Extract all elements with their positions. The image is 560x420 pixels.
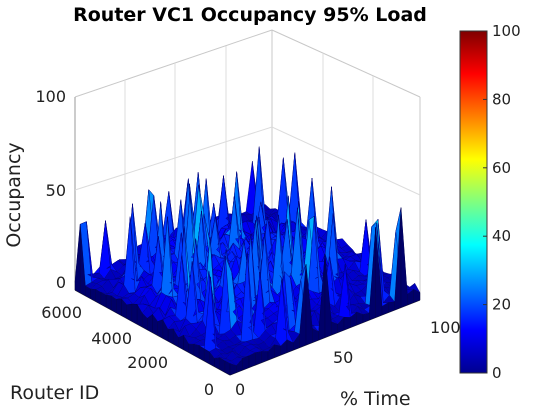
colorbar-tick-label: 0 (492, 364, 502, 382)
surface-edge (388, 302, 394, 313)
z-tick-label: 50 (46, 181, 66, 200)
y-tick-label: 6000 (41, 303, 82, 322)
surface-edge (344, 317, 350, 330)
x-tick-label: 50 (333, 348, 353, 367)
x-axis-label: % Time (340, 388, 411, 410)
surface-edge (158, 320, 163, 338)
y-tick-label: 2000 (127, 353, 168, 372)
surface-edge (132, 304, 137, 324)
surface-edge (363, 313, 369, 322)
surface-edge (127, 304, 132, 321)
surface-edge (189, 344, 194, 355)
y-tick-label: 0 (204, 380, 214, 399)
surface-edge (401, 208, 407, 308)
surface-edge (331, 322, 337, 335)
z-tick-label: 0 (56, 273, 66, 292)
colorbar-tick-label: 20 (492, 296, 511, 314)
z-tick-label: 100 (35, 87, 66, 106)
colorbar-tick-label: 40 (492, 227, 511, 245)
surface-edge (116, 299, 121, 316)
colorbar: 0 20 40 60 80 100 (460, 22, 521, 382)
colorbar-tick-label: 60 (492, 159, 511, 177)
surface-edge (75, 224, 80, 293)
back-wall-edge-left (75, 30, 272, 97)
y-axis-label: Router ID (10, 382, 99, 404)
chart-title: Router VC1 Occupancy 95% Load (73, 4, 427, 26)
colorbar-tick-label: 80 (492, 90, 511, 108)
y-tick-label: 4000 (91, 329, 132, 348)
back-wall-edge-right (272, 30, 420, 97)
x-tick-label: 100 (430, 318, 461, 337)
colorbar-tick-label: 100 (492, 22, 521, 40)
z-axis-label: Occupancy (3, 142, 25, 247)
colorbar-gradient (460, 31, 487, 373)
x-tick-label: 0 (235, 380, 245, 399)
grid-line (75, 127, 272, 190)
surface-edge (255, 352, 261, 366)
surface-edge (215, 358, 220, 370)
surface-edge (101, 292, 106, 307)
surface-edge (357, 312, 363, 325)
surface-edge (168, 329, 173, 344)
surface-edge (106, 295, 111, 310)
surface-edge (243, 356, 249, 370)
